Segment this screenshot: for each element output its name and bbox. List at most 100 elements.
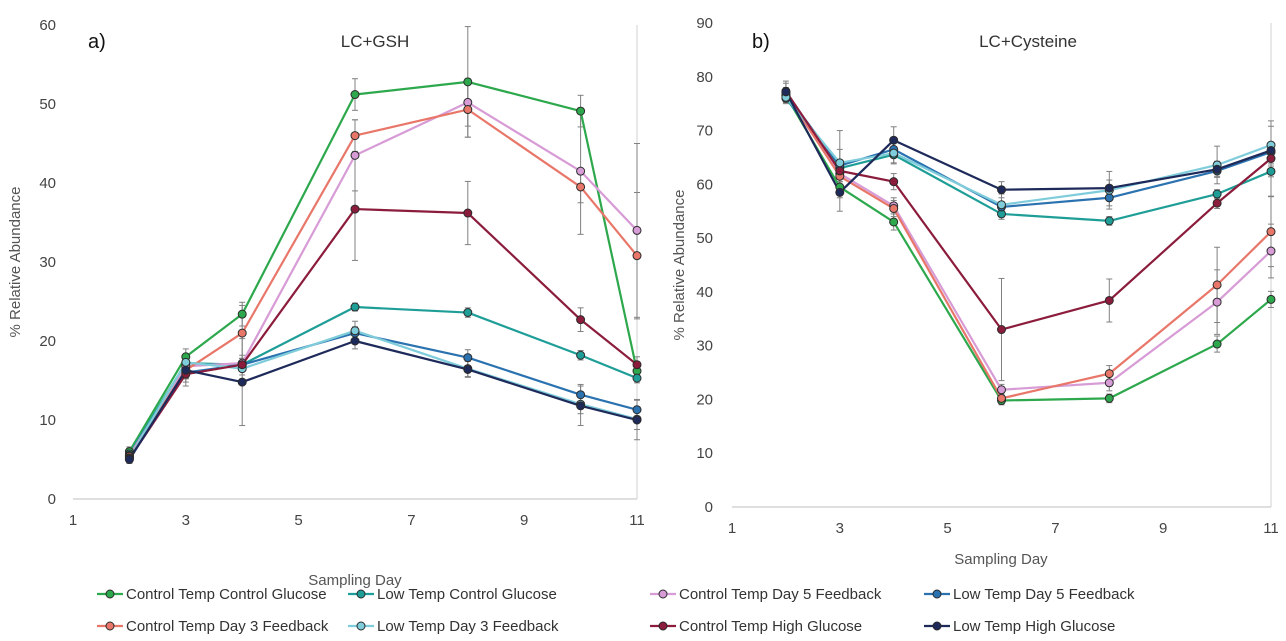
panel-b-data-point (889, 177, 899, 187)
legend-label: Control Temp High Glucose (679, 618, 862, 635)
panel-b-data-point (1104, 378, 1114, 388)
panel-b-letter: b) (752, 31, 770, 53)
panel-a-y-tick-label: 40 (39, 175, 56, 192)
panel-a-y-tick-label: 0 (48, 491, 56, 508)
panel-a-data-point (576, 106, 586, 116)
panel-b-data-point (1104, 393, 1114, 403)
panel-a-series-line-1 (128, 305, 638, 455)
panel-a-series-line-0 (128, 80, 639, 453)
panel-a-x-tick-label: 9 (520, 512, 528, 529)
panel-a-xlabel: Sampling Day (308, 572, 402, 589)
panel-a-data-point (237, 377, 247, 387)
panel-a-data-point (463, 364, 473, 374)
panel-a-data-point (632, 405, 642, 415)
panel-b-y-tick-label: 40 (696, 284, 713, 301)
panel-a-data-point (181, 365, 191, 375)
panel-b-data-point (1212, 164, 1222, 174)
legend-marker (932, 621, 942, 631)
panel-a-series-line-7 (128, 339, 638, 461)
legend-label: Low Temp Day 5 Feedback (953, 586, 1135, 603)
panel-a-letter: a) (88, 31, 106, 53)
panel-a-data-point (463, 353, 473, 363)
panel-b-y-tick-label: 50 (696, 230, 713, 247)
panel-b-data-point (997, 200, 1006, 210)
panel-b: b) LC+Cysteine Sampling Day % Relative A… (671, 15, 1279, 568)
panel-a-data-point (632, 360, 642, 370)
panel-b-ylabel: % Relative Abundance (671, 190, 688, 341)
panel-a-x-tick-label: 5 (294, 512, 302, 529)
legend-label: Control Temp Control Glucose (126, 586, 327, 603)
panel-a-data-point (350, 336, 360, 346)
panel-a-data-point (350, 326, 360, 336)
panel-a-x-tick-label: 1 (69, 512, 77, 529)
panel-b-x-tick-label: 9 (1159, 520, 1167, 537)
panel-a-data-point (576, 390, 586, 400)
panel-b-data-point (835, 158, 845, 168)
panel-b-data-point (997, 185, 1006, 195)
legend-label: Low Temp High Glucose (953, 618, 1115, 635)
legend-item: Low Temp Control Glucose (348, 586, 557, 603)
legend-item: Control Temp High Glucose (650, 618, 862, 635)
legend-marker (658, 621, 668, 631)
panel-a-series-line-5 (128, 329, 638, 459)
panel-a-data-point (576, 315, 586, 325)
panel-b-data-point (997, 325, 1006, 335)
legend-item: Control Temp Day 3 Feedback (97, 618, 329, 635)
panel-b-y-tick-label: 20 (696, 391, 713, 408)
panel-a-data-point (350, 302, 360, 312)
panel-a-title: LC+GSH (341, 32, 410, 51)
legend-label: Low Temp Day 3 Feedback (377, 618, 559, 635)
panel-b-series-line-0 (784, 95, 1272, 402)
legend-marker (356, 621, 366, 631)
panel-b-data-point (1104, 183, 1114, 193)
panel-a-y-tick-label: 50 (39, 96, 56, 113)
panel-b-data-point (889, 204, 899, 214)
panel-b-data-point (1266, 246, 1276, 256)
panel-b-x-tick-label: 1 (728, 520, 736, 537)
panel-b-series-line-6 (784, 90, 1272, 331)
panel-a-x-tick-label: 7 (407, 512, 415, 529)
panel-a-data-point (350, 131, 360, 141)
panel-a-data-point (237, 360, 247, 370)
panel-a-y-tick-label: 30 (39, 254, 56, 271)
panel-b-data-point (781, 87, 791, 97)
panel-a-series-line-4 (128, 108, 638, 457)
panel-b-x-tick-label: 11 (1263, 520, 1279, 537)
panel-b-data-point (835, 187, 845, 197)
panel-b-data-point (889, 217, 899, 227)
legend-item: Low Temp High Glucose (924, 618, 1115, 635)
panel-b-data-point (1266, 145, 1276, 155)
legend-label: Control Temp Day 3 Feedback (126, 618, 329, 635)
panel-a-series-line-2 (128, 101, 638, 457)
panel-a-data-point (632, 251, 642, 261)
panel-a-data-point (237, 328, 247, 338)
panel-b-y-tick-label: 60 (696, 176, 713, 193)
panel-b-data-point (1104, 295, 1114, 305)
panel-a-data-point (350, 90, 360, 100)
panel-b-data-point (1212, 189, 1222, 199)
legend-marker (356, 589, 366, 599)
panel-a-data-point (576, 166, 586, 176)
legend-marker (658, 589, 668, 599)
legend-item: Low Temp Day 3 Feedback (348, 618, 559, 635)
panel-a: a) LC+GSH Sampling Day % Relative Abunda… (7, 17, 645, 589)
panel-b-data-point (1212, 297, 1222, 307)
legend-label: Low Temp Control Glucose (377, 586, 557, 603)
panel-b-data-point (1212, 280, 1222, 290)
panel-a-data-point (350, 150, 360, 160)
panel-b-data-point (1104, 193, 1114, 203)
panel-a-data-point (463, 308, 473, 318)
panel-b-data-point (1104, 369, 1114, 379)
panel-a-y-tick-label: 20 (39, 333, 56, 350)
panel-b-data-point (1266, 227, 1276, 237)
panel-b-y-tick-label: 80 (696, 69, 713, 86)
panel-a-data-point (237, 309, 247, 319)
panel-b-y-tick-label: 10 (696, 445, 713, 462)
panel-b-x-tick-label: 5 (943, 520, 951, 537)
panel-a-data-point (576, 401, 586, 411)
panel-b-data-point (1212, 339, 1222, 349)
panel-a-data-point (632, 225, 642, 235)
panel-b-xlabel: Sampling Day (954, 551, 1048, 568)
panel-b-data-point (1266, 154, 1276, 164)
